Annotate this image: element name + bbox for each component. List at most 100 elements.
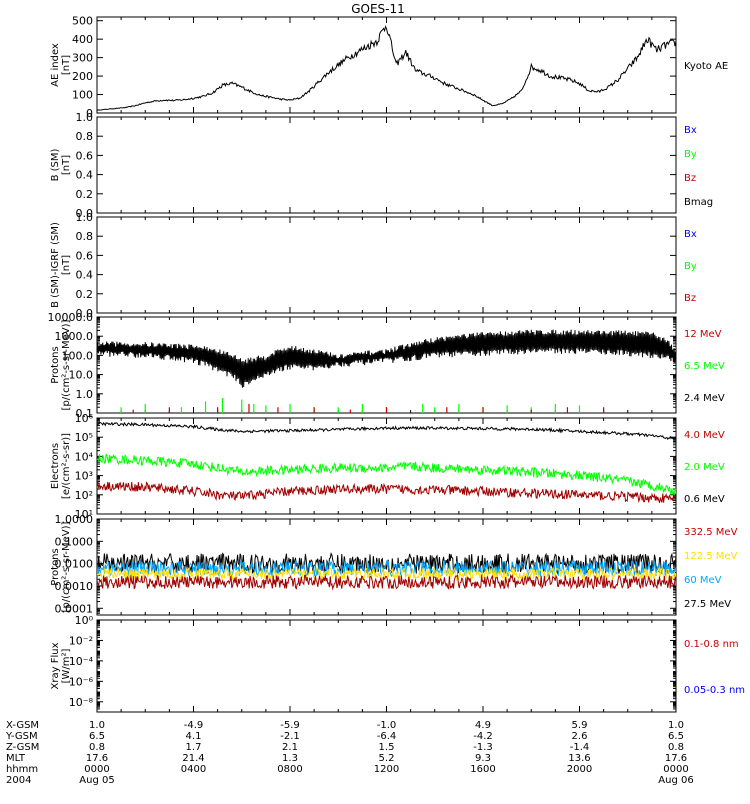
- y-tick-label: 0.6: [76, 249, 94, 262]
- ephemeris-value: 0000: [663, 764, 688, 775]
- ephemeris-value: 13.6: [568, 753, 590, 764]
- y-tick-label: 1.0: [76, 211, 94, 224]
- ephemeris-value: 1.7: [186, 742, 202, 753]
- ephemeris-row-label: 2004: [6, 775, 31, 786]
- series-group: [97, 329, 676, 413]
- series-group: [97, 25, 676, 111]
- legend-entry: 6.5 MeV: [684, 361, 725, 372]
- panel-frame: [96, 316, 677, 414]
- ephemeris-row-label: Y-GSM: [5, 731, 38, 742]
- panel-frame: [96, 16, 677, 114]
- legend-entry: 27.5 MeV: [684, 599, 731, 610]
- y-tick-label: 0.0: [76, 307, 94, 320]
- series-group: [97, 421, 676, 504]
- series-2-4-mev: [97, 329, 676, 388]
- y-tick-label: 0.8: [76, 130, 94, 143]
- ephemeris-value: -6.4: [377, 731, 397, 742]
- ephemeris-row-label: MLT: [6, 753, 26, 764]
- ephemeris-value: 0400: [181, 764, 206, 775]
- panel-xray: 10⁻⁸ 10⁻⁶ 10⁻⁴ 10⁻² 10⁰ Xray Flux [W/m²] 0.1-0.…: [50, 614, 745, 713]
- legend-entry: 2.0 MeV: [684, 462, 725, 473]
- y-tick-label: 10000.0: [48, 311, 94, 324]
- panel-bigrf: 0.0 0.2 0.4 0.6 0.8 1.0 B (SM)-IGRF (SM) [nT] Bx…: [50, 211, 697, 320]
- legend-entry: 332.5 MeV: [684, 527, 738, 538]
- ephemeris-value: 0.8: [89, 742, 105, 753]
- series-332-5-mev: [97, 573, 676, 591]
- y-tick-label: 1000.0: [55, 330, 94, 343]
- legend-entry: Bz: [684, 173, 696, 184]
- y-axis-label-line: Protons: [50, 346, 61, 383]
- legend-entry: 4.0 MeV: [684, 430, 725, 441]
- y-axis-label-line: [nT]: [61, 255, 72, 275]
- ephemeris-value: 5.9: [572, 720, 588, 731]
- y-tick-label: 1.0: [76, 388, 94, 401]
- y-tick-label: 0.0100: [55, 558, 94, 571]
- y-tick-label: 10²: [75, 489, 93, 502]
- legend-entry: 0.1-0.8 nm: [684, 639, 739, 650]
- ephemeris-value: -1.0: [377, 720, 397, 731]
- legend-entry: By: [684, 261, 697, 272]
- series-group: [97, 552, 676, 591]
- series-2-0-mev: [97, 453, 676, 496]
- y-tick-label: 0.0001: [55, 602, 94, 615]
- ephemeris-value: Aug 06: [658, 775, 693, 786]
- y-tick-label: 0.1: [76, 407, 94, 420]
- y-axis-label: B (SM) [nT]: [50, 148, 72, 181]
- ephemeris-value: -4.9: [184, 720, 204, 731]
- ephemeris-value: 1200: [374, 764, 399, 775]
- ephemeris-value: 2.1: [282, 742, 298, 753]
- ephemeris-value: 0000: [84, 764, 109, 775]
- ephemeris-value: 4.1: [186, 731, 202, 742]
- panel-frame: [96, 619, 677, 713]
- ephemeris-value: 1600: [470, 764, 495, 775]
- y-tick-label: 0.4: [76, 269, 94, 282]
- ephemeris-value: 1.3: [282, 753, 298, 764]
- y-axis-label-line: [p/(cm²-s-sr-MeV)]: [61, 521, 72, 612]
- y-tick-label: 0.0010: [55, 580, 94, 593]
- legend-entry: 60 MeV: [684, 575, 722, 586]
- y-axis-label-line: Xray Flux: [50, 642, 61, 689]
- series-kyoto-ae: [97, 25, 676, 111]
- ephemeris-value: 0.8: [668, 742, 684, 753]
- ephemeris-value: 21.4: [182, 753, 204, 764]
- y-axis-label: Electrons [e/(cm²-s-sr)]: [50, 433, 72, 499]
- ephemeris-value: -1.3: [473, 742, 493, 753]
- y-axis-label: B (SM)-IGRF (SM) [nT]: [50, 222, 72, 308]
- ephemeris-value: 6.5: [668, 731, 684, 742]
- y-tick-label: 0.1000: [55, 535, 94, 548]
- y-axis-label-line: [p/(cm²-s-sr-MeV)]: [61, 319, 72, 410]
- ephemeris-value: 2000: [567, 764, 592, 775]
- y-axis-label-line: B (SM)-IGRF (SM): [50, 222, 61, 308]
- legend-entry: 122.5 MeV: [684, 551, 738, 562]
- ephemeris-value: 1.0: [668, 720, 684, 731]
- panel-frame: [96, 216, 677, 314]
- y-tick-label: 10⁶: [75, 412, 94, 425]
- y-tick-label: 300: [72, 52, 93, 65]
- legend-entry: 2.4 MeV: [684, 393, 725, 404]
- y-tick-label: 10¹: [75, 508, 93, 521]
- ephemeris-row-label: X-GSM: [6, 720, 39, 731]
- ephemeris-row-label: hhmm: [6, 764, 38, 775]
- ephemeris-table: X-GSMY-GSMZ-GSMMLThhmm20041.06.50.817.60…: [5, 720, 694, 786]
- legend-entry: 0.05-0.3 nm: [684, 685, 745, 696]
- y-tick-label: 100.0: [62, 349, 94, 362]
- y-tick-label: 10⁻⁸: [69, 696, 94, 709]
- y-tick-label: 10.0: [69, 369, 94, 382]
- y-tick-label: 0.2: [76, 188, 94, 201]
- y-axis-label: Protons [p/(cm²-s-sr-MeV)]: [50, 319, 72, 410]
- plot-title: GOES-11: [351, 2, 405, 16]
- y-tick-label: 500: [72, 15, 93, 28]
- y-axis-label-line: [e/(cm²-s-sr)]: [61, 433, 72, 499]
- y-tick-label: 0.2: [76, 288, 94, 301]
- legend-entry: Bmag: [684, 197, 713, 208]
- y-axis-label-line: B (SM): [50, 148, 61, 181]
- ephemeris-value: 0800: [277, 764, 302, 775]
- ephemeris-value: 2.6: [572, 731, 588, 742]
- legend-entry: Bx: [684, 229, 697, 240]
- y-tick-label: 10³: [75, 470, 93, 483]
- y-tick-label: 0.4: [76, 169, 94, 182]
